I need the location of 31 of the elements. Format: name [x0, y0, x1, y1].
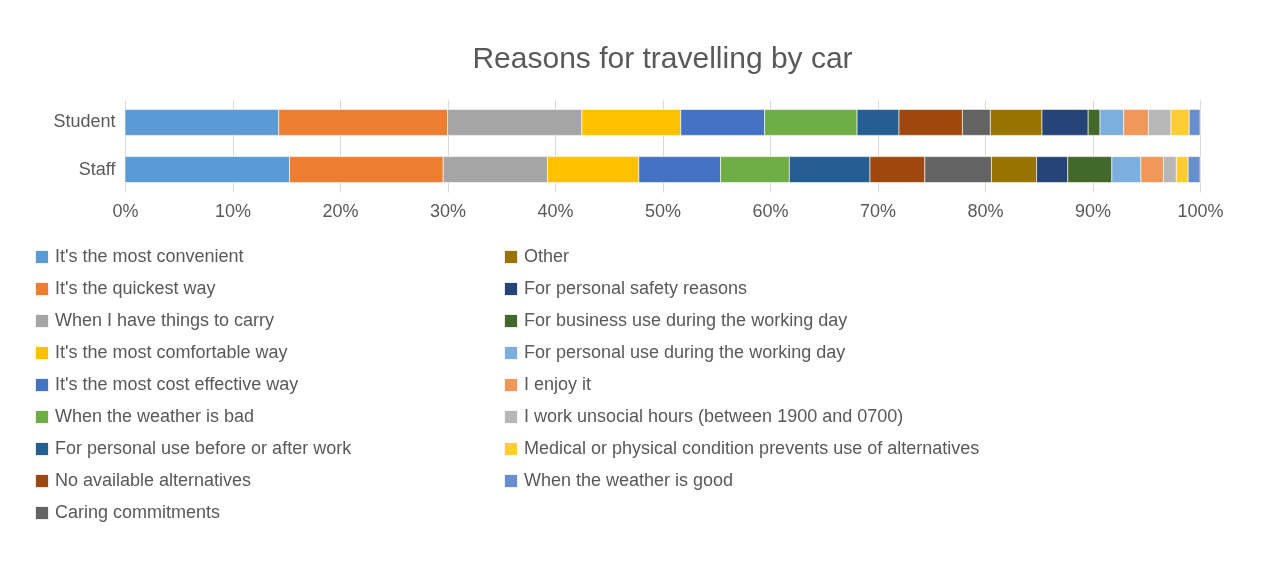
legend-label: When the weather is good — [524, 470, 734, 490]
legend-label: For personal use before or after work — [55, 438, 353, 458]
chart-title: Reasons for travelling by car — [472, 41, 853, 74]
x-tick-label: 50% — [644, 200, 682, 221]
x-tick-label: 20% — [322, 200, 359, 221]
legend-label: Medical or physical condition prevents use of alternatives — [524, 438, 980, 458]
legend-label: It's the quickest way — [55, 278, 216, 298]
y-tick-label: Student — [53, 111, 116, 132]
legend-label: When I have things to carry — [55, 310, 275, 330]
legend-label: It's the most convenient — [55, 246, 244, 266]
legend-label: For business use during the working day — [524, 310, 848, 330]
x-tick-label: 0% — [112, 200, 139, 221]
y-tick-label: Staff — [78, 158, 117, 179]
x-tick-label: 30% — [429, 200, 467, 221]
x-tick-label: 80% — [967, 200, 1004, 221]
legend-label: When the weather is bad — [55, 406, 255, 426]
legend-label: No available alternatives — [55, 470, 252, 490]
x-tick-label: 10% — [214, 200, 252, 221]
x-tick-label: 100% — [1177, 200, 1224, 221]
legend-label: It's the most comfortable way — [55, 342, 288, 362]
legend-label: It's the most cost effective way — [55, 374, 299, 394]
legend-label: I enjoy it — [524, 374, 592, 394]
x-tick-label: 40% — [537, 200, 574, 221]
x-tick-label: 90% — [1074, 200, 1112, 221]
x-tick-label: 70% — [859, 200, 897, 221]
legend-label: I work unsocial hours (between 1900 and 0700) — [524, 406, 904, 426]
legend-label: Caring commitments — [55, 502, 221, 522]
legend-label: For personal use during the working day — [524, 342, 846, 362]
legend-label: For personal safety reasons — [524, 278, 748, 298]
x-tick-label: 60% — [752, 200, 789, 221]
legend-label: Other — [524, 246, 570, 266]
